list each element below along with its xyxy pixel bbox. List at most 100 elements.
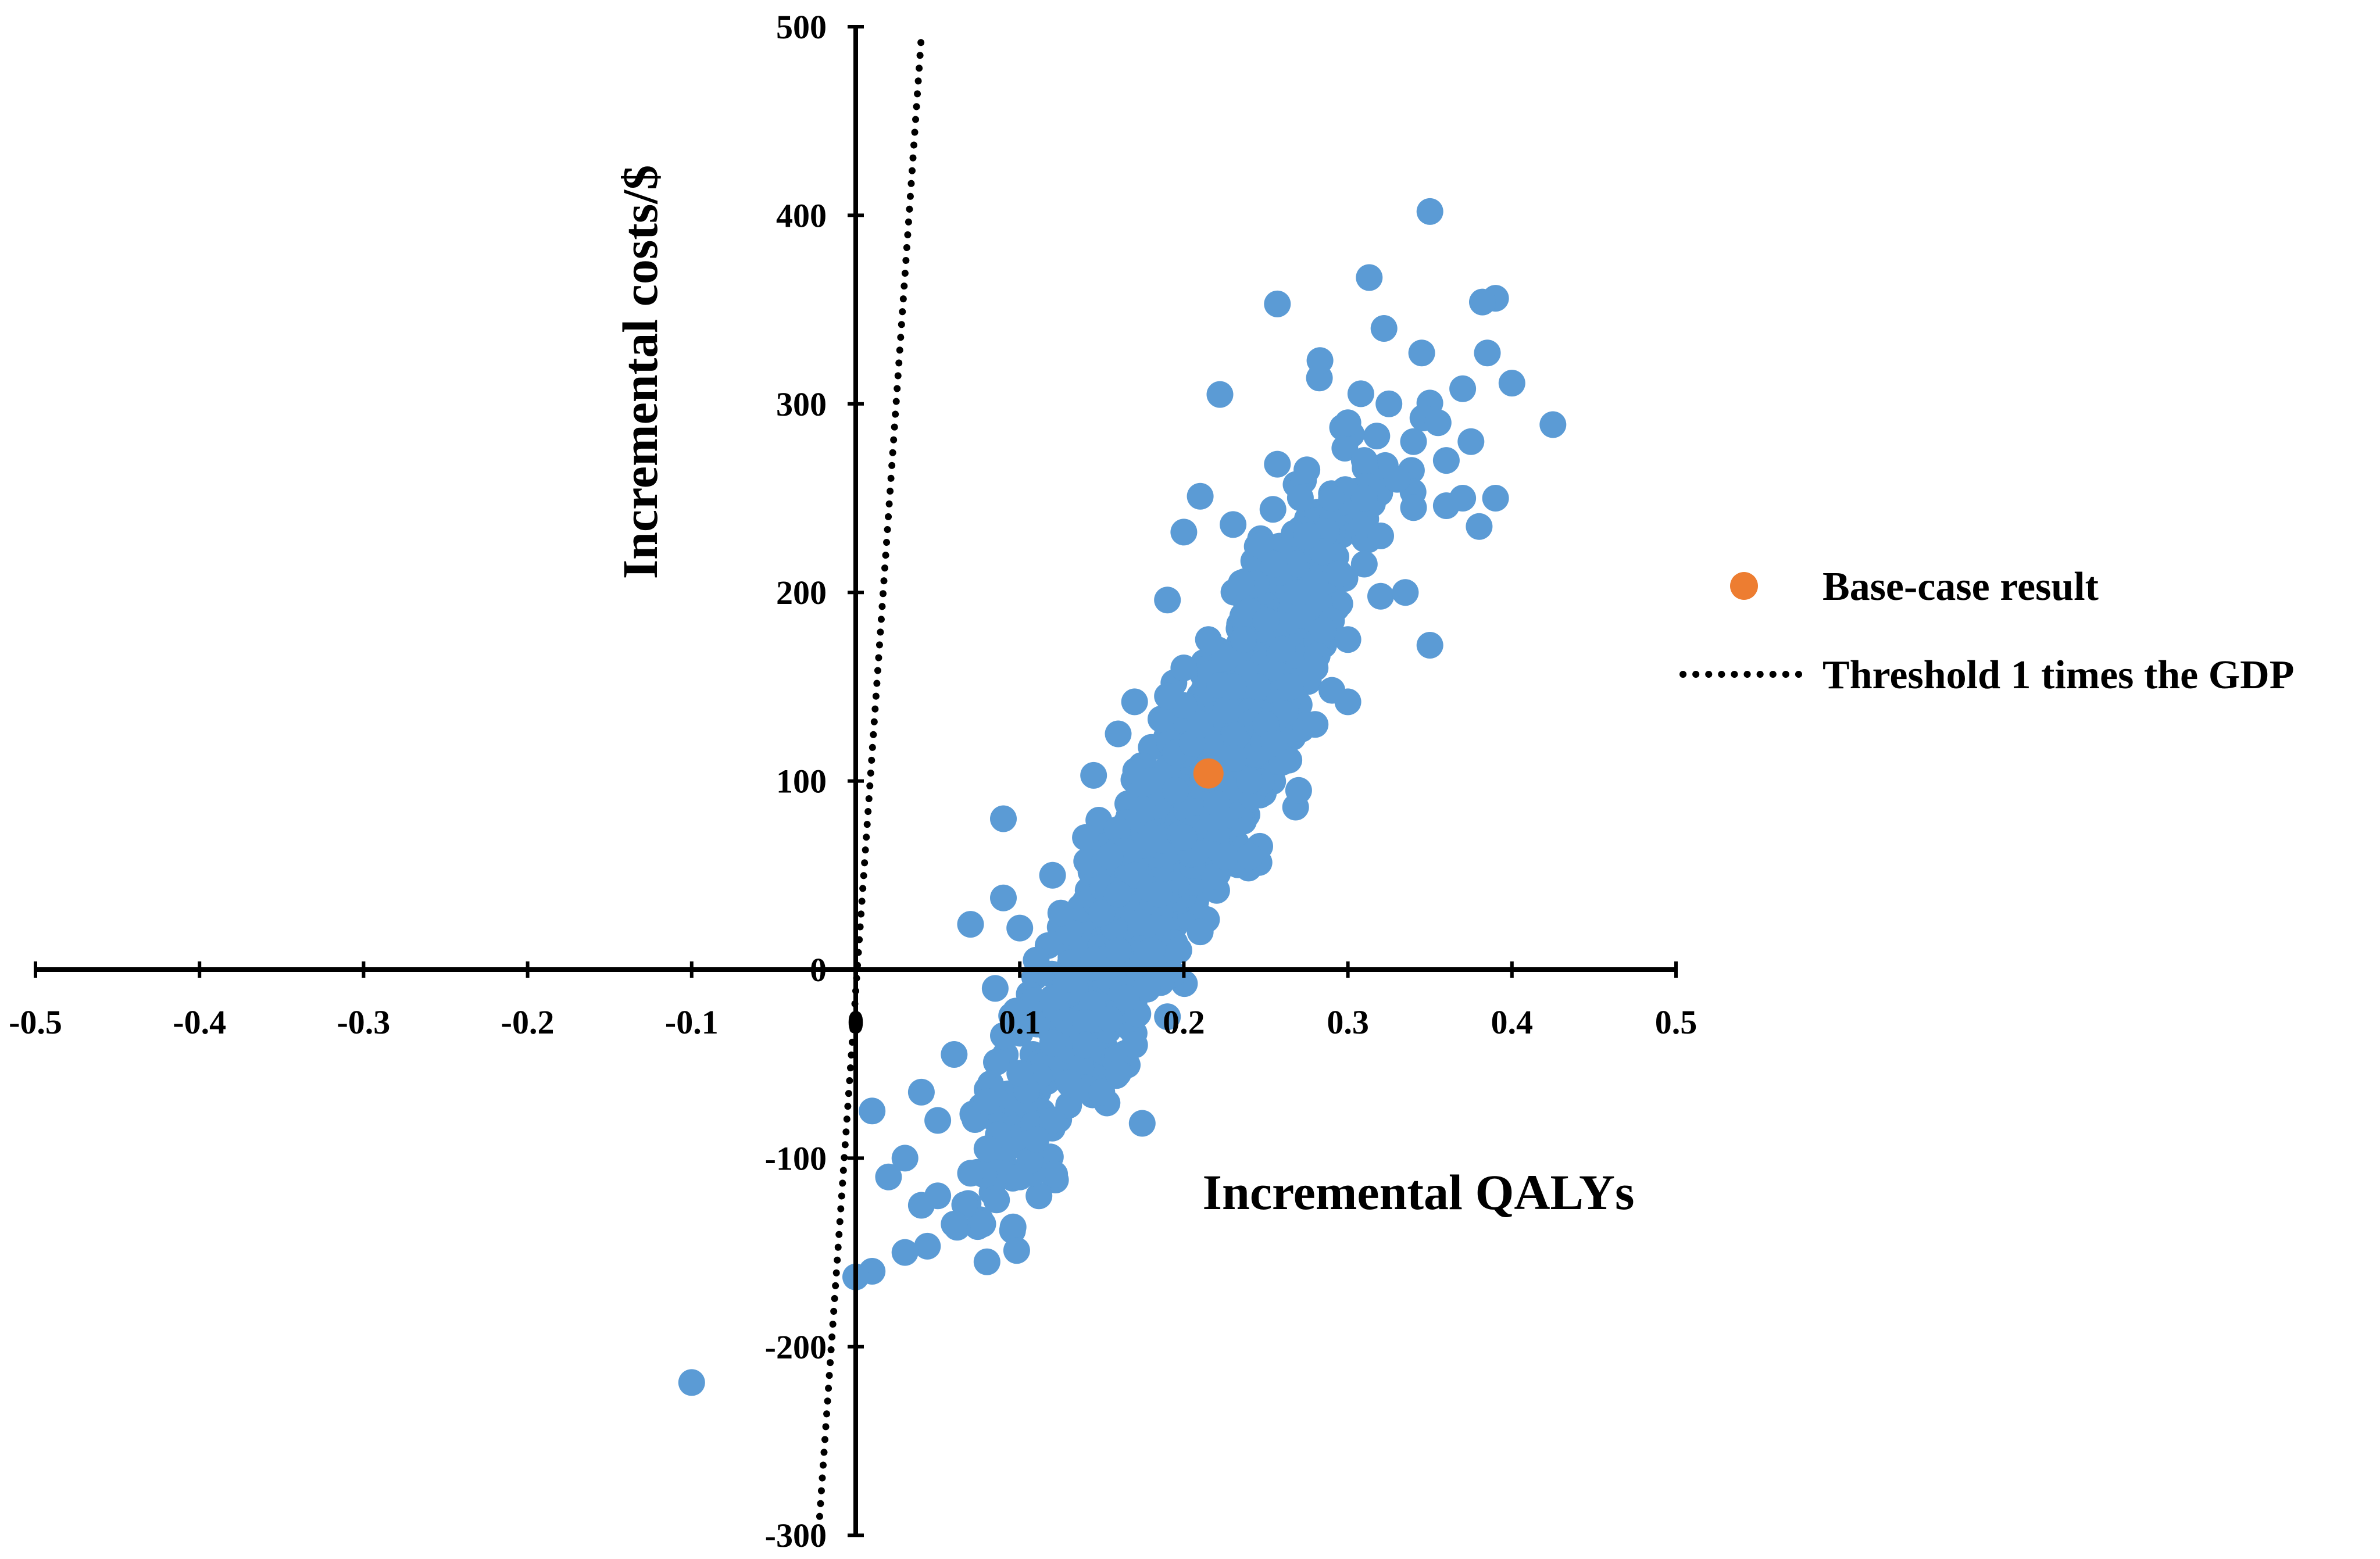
simulation-point — [1113, 984, 1140, 1011]
simulation-point — [1293, 456, 1321, 484]
x-tick-label: -0.4 — [173, 1003, 226, 1041]
simulation-point — [1002, 997, 1030, 1025]
simulation-point — [1096, 1006, 1123, 1033]
simulation-point — [1326, 560, 1353, 587]
simulation-point — [1375, 390, 1403, 417]
legend-label-base-case: Base-case result — [1822, 564, 2099, 609]
simulation-point — [1228, 570, 1255, 596]
base-case-layer — [1193, 758, 1224, 789]
simulation-point — [1006, 1060, 1034, 1087]
simulation-point — [875, 1163, 902, 1190]
simulation-point — [973, 1248, 1000, 1275]
simulation-point — [1154, 1003, 1181, 1031]
simulation-point — [1236, 843, 1263, 870]
simulation-point — [1416, 632, 1443, 659]
simulation-point — [1041, 1161, 1069, 1188]
simulation-point — [1498, 370, 1525, 397]
simulation-point — [1284, 550, 1311, 578]
threshold-line — [816, 33, 925, 1520]
simulation-point — [678, 1369, 705, 1396]
simulation-point — [1367, 522, 1394, 549]
simulation-point — [1162, 777, 1189, 804]
x-tick-label: -0.1 — [665, 1003, 719, 1041]
simulation-point — [1088, 899, 1116, 927]
simulation-point — [973, 1088, 1000, 1115]
simulation-point — [859, 1097, 886, 1125]
simulation-point — [1367, 582, 1394, 610]
simulation-point — [983, 1186, 1010, 1214]
simulation-point — [1072, 824, 1099, 851]
simulation-point — [990, 884, 1017, 911]
simulation-point — [1105, 1060, 1132, 1087]
simulation-point — [1356, 264, 1383, 291]
simulation-point — [1039, 861, 1066, 889]
simulation-point — [969, 1210, 996, 1238]
simulation-point — [1039, 984, 1066, 1011]
threshold-dotted-line — [816, 33, 925, 1520]
simulation-point — [1211, 843, 1238, 870]
simulation-point — [1103, 816, 1131, 843]
simulation-point — [1023, 1010, 1050, 1038]
simulation-point — [1211, 645, 1238, 672]
simulation-point — [1230, 626, 1257, 653]
simulation-point — [1121, 688, 1148, 716]
simulation-point — [1424, 409, 1452, 437]
y-tick-label: 400 — [776, 196, 827, 234]
simulation-point — [1408, 339, 1435, 367]
simulation-point — [1384, 466, 1411, 493]
simulation-point — [1285, 777, 1312, 804]
simulation-point — [1201, 863, 1228, 890]
simulation-point — [1416, 198, 1443, 225]
simulation-point — [1350, 485, 1378, 512]
simulation-point — [1466, 513, 1493, 540]
simulation-point — [1302, 655, 1329, 681]
x-tick-label: 0 — [848, 1003, 864, 1041]
simulation-point — [914, 1232, 941, 1260]
simulation-point — [1003, 1237, 1030, 1264]
y-tick-label: 200 — [776, 574, 827, 612]
simulation-point — [1165, 936, 1192, 964]
simulation-point — [1268, 635, 1296, 663]
simulation-point — [999, 1217, 1026, 1244]
legend-marker-base-case — [1730, 572, 1758, 600]
simulation-point — [1121, 861, 1148, 889]
simulation-point — [1039, 1029, 1066, 1057]
legend-label-threshold: Threshold 1 times the GDP — [1822, 653, 2295, 698]
simulation-point — [1105, 720, 1132, 748]
simulation-point — [1259, 496, 1287, 523]
simulation-point — [1055, 1069, 1082, 1096]
x-tick-label: 0.3 — [1327, 1003, 1369, 1041]
simulation-point — [1154, 587, 1181, 614]
simulation-point — [1006, 1163, 1034, 1190]
simulation-point — [1350, 447, 1378, 474]
simulation-point — [1474, 339, 1501, 367]
simulation-point — [891, 1145, 919, 1172]
simulation-point — [1187, 482, 1214, 510]
x-tick-label: -0.2 — [501, 1003, 555, 1041]
simulation-point — [1072, 1031, 1099, 1059]
simulation-point — [1350, 550, 1378, 578]
simulation-point — [1047, 899, 1074, 927]
simulation-point — [1055, 966, 1082, 993]
simulation-point — [1449, 375, 1477, 402]
simulation-point — [1212, 696, 1239, 724]
simulation-point — [1023, 946, 1050, 974]
simulation-point — [1148, 706, 1174, 733]
x-tick-label: -0.3 — [337, 1003, 390, 1041]
x-tick-label: 0.2 — [1163, 1003, 1205, 1041]
simulation-point — [1138, 937, 1164, 964]
simulation-point — [1121, 1031, 1148, 1059]
x-tick-label: -0.5 — [9, 1003, 62, 1041]
simulation-point — [1252, 607, 1280, 634]
y-axis-label: Incremental costs/$ — [612, 165, 668, 580]
simulation-point — [1539, 411, 1567, 438]
simulation-point — [1449, 485, 1477, 512]
simulation-point — [1025, 1182, 1053, 1210]
simulation-point — [1277, 673, 1304, 700]
simulation-point — [1302, 570, 1329, 596]
simulation-point — [1220, 745, 1247, 772]
y-tick-label: -100 — [765, 1139, 827, 1177]
simulation-point — [1392, 579, 1419, 606]
simulation-point — [1432, 447, 1460, 474]
simulation-point — [1195, 626, 1222, 653]
